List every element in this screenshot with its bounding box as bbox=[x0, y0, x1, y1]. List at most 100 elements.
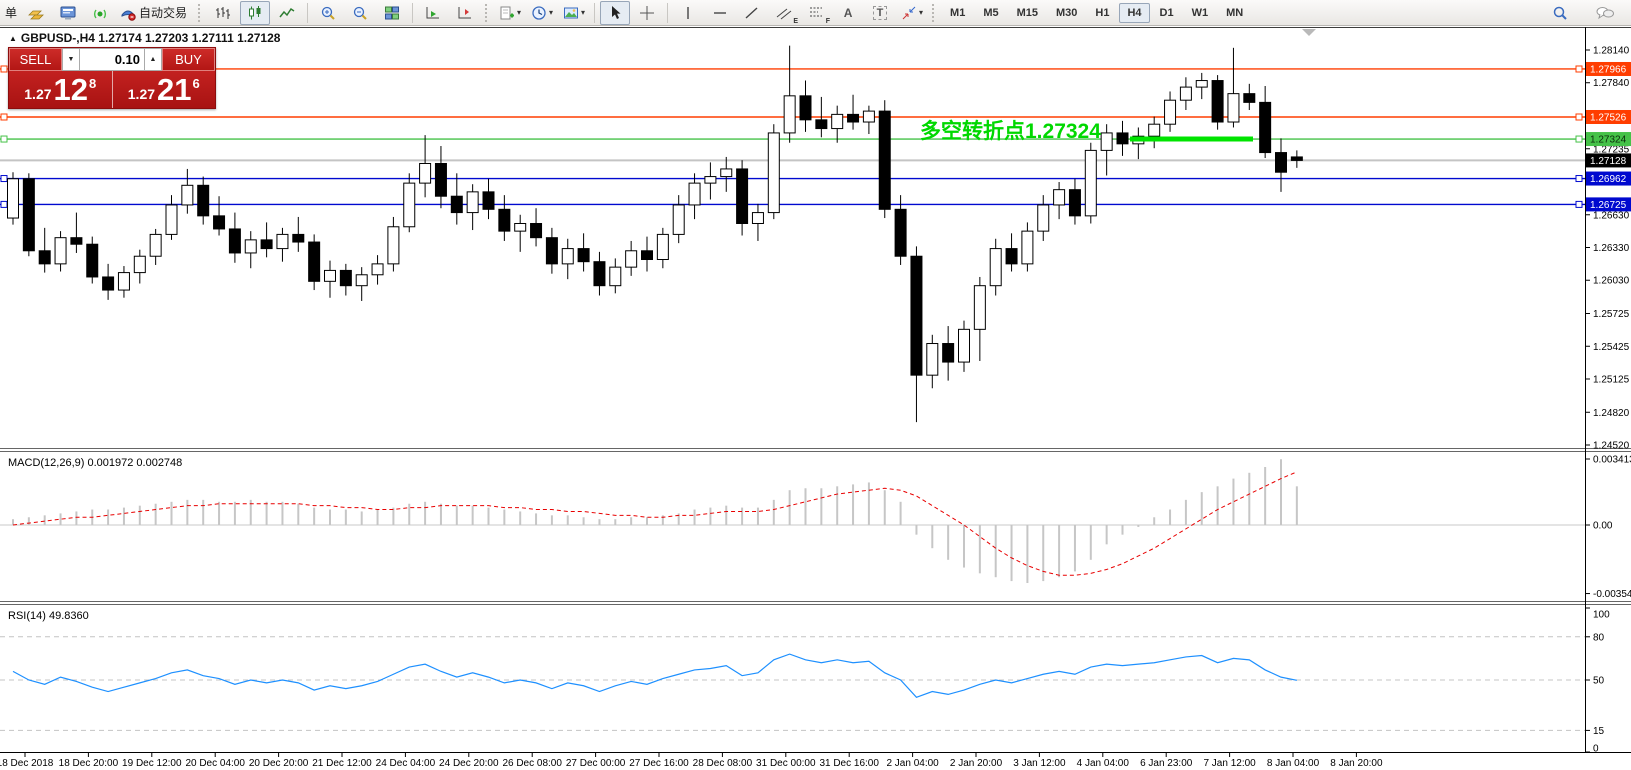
zoom-in-icon[interactable] bbox=[313, 1, 343, 25]
auto-scroll-icon[interactable] bbox=[418, 1, 448, 25]
toolbar-separator bbox=[594, 2, 596, 23]
svg-text:100: 100 bbox=[1593, 610, 1610, 621]
rsi-pane: RSI(14) 49.8360 100 80 50 15 0 bbox=[0, 607, 1610, 755]
arrows-tool-icon[interactable]: ▾ bbox=[897, 1, 927, 25]
crosshair-icon[interactable] bbox=[632, 1, 662, 25]
timeframe-m5[interactable]: M5 bbox=[983, 6, 999, 19]
price-badges: 1.27966 1.27526 1.27324 1.27128 1.26962 1.267… bbox=[1586, 61, 1631, 212]
fibonacci-icon[interactable]: F bbox=[801, 1, 831, 25]
cursor-icon[interactable] bbox=[600, 0, 631, 25]
svg-text:18 Dec 2018: 18 Dec 2018 bbox=[0, 758, 54, 769]
signal-icon[interactable] bbox=[85, 1, 115, 25]
svg-text:1.27235: 1.27235 bbox=[1593, 144, 1630, 155]
terminal-icon[interactable] bbox=[53, 1, 83, 25]
timeframe-w1[interactable]: W1 bbox=[1191, 6, 1209, 19]
timeframe-d1[interactable]: D1 bbox=[1159, 6, 1174, 19]
svg-text:20 Dec 04:00: 20 Dec 04:00 bbox=[185, 758, 245, 769]
horizontal-level-lines[interactable] bbox=[0, 65, 1585, 208]
price-axis: 1.28140 1.27840 1.27235 1.26630 1.26330 1.260… bbox=[1585, 46, 1630, 452]
channel-icon[interactable]: E bbox=[769, 1, 799, 25]
sell-price-big: 12 bbox=[53, 72, 88, 107]
zoom-out-icon[interactable] bbox=[345, 1, 375, 25]
collapse-panel-icon[interactable]: ▲ bbox=[9, 34, 17, 43]
horizontal-line-icon[interactable] bbox=[705, 1, 735, 25]
svg-text:1.26725: 1.26725 bbox=[1590, 200, 1627, 211]
svg-text:31 Dec 00:00: 31 Dec 00:00 bbox=[756, 758, 816, 769]
timeframe-m15[interactable]: M15 bbox=[1016, 6, 1038, 19]
svg-text:26 Dec 08:00: 26 Dec 08:00 bbox=[502, 758, 562, 769]
trendline-icon[interactable] bbox=[737, 1, 767, 25]
buy-button[interactable]: BUY bbox=[162, 48, 215, 71]
svg-text:1.28140: 1.28140 bbox=[1593, 46, 1630, 57]
bar-chart-icon[interactable] bbox=[208, 1, 238, 25]
chart-shift-icon[interactable] bbox=[450, 1, 480, 25]
new-chart-button[interactable]: ▾ bbox=[495, 1, 525, 25]
svg-text:27 Dec 00:00: 27 Dec 00:00 bbox=[566, 758, 626, 769]
volume-decrease-button[interactable]: ▼ bbox=[62, 48, 80, 71]
buy-price-prefix: 1.27 bbox=[127, 85, 156, 102]
chevron-down-icon[interactable]: ▾ bbox=[581, 8, 586, 17]
sell-price-display[interactable]: 1.27 12 8 bbox=[9, 71, 113, 108]
sell-button[interactable]: SELL bbox=[9, 48, 62, 71]
svg-text:24 Dec 04:00: 24 Dec 04:00 bbox=[376, 758, 436, 769]
autotrading-button[interactable]: 自动交易 bbox=[117, 1, 193, 25]
timeframe-m1[interactable]: M1 bbox=[950, 6, 966, 19]
chart-annotation-text[interactable]: 多空转折点1.27324 bbox=[920, 119, 1101, 143]
svg-text:1.26330: 1.26330 bbox=[1593, 243, 1630, 254]
line-chart-icon[interactable] bbox=[272, 1, 302, 25]
svg-text:21 Dec 12:00: 21 Dec 12:00 bbox=[312, 758, 372, 769]
one-click-trading-panel: SELL ▼ ▲ BUY 1.27 12 8 1.27 21 6 bbox=[8, 47, 216, 109]
svg-text:6 Jan 23:00: 6 Jan 23:00 bbox=[1140, 758, 1193, 769]
templates-button[interactable]: ▾ bbox=[559, 1, 589, 25]
timeframe-h1[interactable]: H1 bbox=[1095, 6, 1110, 19]
text-label-tool-icon[interactable]: T bbox=[865, 1, 895, 25]
svg-text:20 Dec 20:00: 20 Dec 20:00 bbox=[249, 758, 309, 769]
time-axis: 18 Dec 2018 18 Dec 20:00 19 Dec 12:00 20 De… bbox=[0, 753, 1383, 769]
svg-text:4 Jan 04:00: 4 Jan 04:00 bbox=[1077, 758, 1130, 769]
svg-text:1.26030: 1.26030 bbox=[1593, 276, 1630, 287]
svg-text:28 Dec 08:00: 28 Dec 08:00 bbox=[693, 758, 753, 769]
candles-series bbox=[7, 45, 1303, 423]
toolbar-separator bbox=[667, 2, 669, 23]
gold-bars-icon[interactable] bbox=[21, 1, 51, 25]
fibonacci-letter: F bbox=[825, 17, 831, 25]
tile-windows-icon[interactable] bbox=[377, 1, 407, 25]
toolbar-right-group bbox=[1544, 1, 1621, 25]
chevron-down-icon[interactable]: ▾ bbox=[517, 8, 522, 17]
svg-text:0.00: 0.00 bbox=[1593, 521, 1613, 532]
timeframe-mn[interactable]: MN bbox=[1226, 6, 1244, 19]
volume-input[interactable] bbox=[80, 49, 144, 70]
svg-text:1.27526: 1.27526 bbox=[1590, 112, 1627, 123]
search-icon[interactable] bbox=[1545, 1, 1575, 25]
chat-icon[interactable] bbox=[1590, 1, 1620, 25]
chevron-down-icon[interactable]: ▾ bbox=[919, 8, 924, 17]
text-tool-icon[interactable]: A bbox=[843, 5, 853, 20]
buy-price-big: 21 bbox=[157, 72, 192, 107]
svg-text:50: 50 bbox=[1593, 676, 1605, 687]
timeframe-m30[interactable]: M30 bbox=[1056, 6, 1078, 19]
new-order-button[interactable]: 单 bbox=[5, 6, 18, 20]
buy-price-display[interactable]: 1.27 21 6 bbox=[112, 71, 215, 108]
timeframe-h4[interactable]: H4 bbox=[1119, 2, 1150, 23]
channel-letter: E bbox=[793, 17, 799, 25]
svg-text:15: 15 bbox=[1593, 726, 1605, 737]
svg-text:18 Dec 20:00: 18 Dec 20:00 bbox=[59, 758, 119, 769]
volume-increase-button[interactable]: ▲ bbox=[144, 48, 162, 71]
chevron-down-icon[interactable]: ▾ bbox=[549, 8, 554, 17]
svg-text:1.27324: 1.27324 bbox=[1590, 135, 1627, 146]
candlestick-chart-icon[interactable] bbox=[240, 0, 271, 25]
toolbar: 单 自动交易 ▾ ▾ ▾ E F A T ▾ M1 M5 M15 M30 H1 H4 D1 W… bbox=[0, 0, 1631, 26]
svg-text:31 Dec 16:00: 31 Dec 16:00 bbox=[819, 758, 879, 769]
vertical-line-icon[interactable] bbox=[673, 1, 703, 25]
timeframe-group: M1 M5 M15 M30 H1 H4 D1 W1 MN bbox=[941, 2, 1252, 23]
sell-price-prefix: 1.27 bbox=[24, 85, 52, 102]
shift-marker-icon[interactable] bbox=[1302, 29, 1316, 36]
svg-text:1.27840: 1.27840 bbox=[1593, 78, 1630, 89]
toolbar-separator bbox=[307, 2, 309, 23]
toolbar-separator bbox=[412, 2, 414, 23]
svg-text:1.24520: 1.24520 bbox=[1593, 441, 1630, 452]
svg-text:27 Dec 16:00: 27 Dec 16:00 bbox=[629, 758, 689, 769]
svg-text:-0.003545: -0.003545 bbox=[1593, 589, 1631, 600]
periods-clock-button[interactable]: ▾ bbox=[527, 1, 557, 25]
